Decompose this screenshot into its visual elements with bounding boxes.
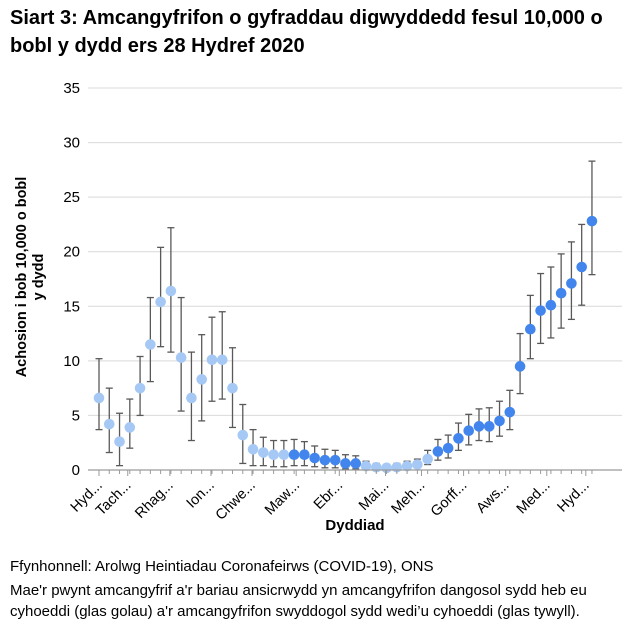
data-layer [93, 160, 598, 474]
x-tick-label: Med... [514, 478, 554, 518]
data-point-unpublished [401, 460, 413, 472]
y-tick-label: 20 [63, 244, 80, 261]
data-point-published [473, 421, 485, 432]
data-point-unpublished [237, 429, 249, 441]
x-axis-title: Dyddiad [325, 517, 384, 534]
y-tick-label: 15 [63, 298, 80, 315]
data-point-unpublished [258, 447, 269, 458]
data-point-published [432, 446, 444, 457]
data-point-unpublished [206, 354, 218, 366]
x-tick-label: Meh... [388, 478, 428, 518]
data-point-published [566, 278, 577, 289]
data-point-published [463, 425, 475, 437]
x-tick-label: Rhag... [132, 478, 176, 522]
y-tick-label: 25 [63, 189, 80, 206]
data-point-published [340, 458, 351, 469]
data-point-published [299, 449, 310, 461]
data-point-unpublished [103, 418, 115, 430]
y-tick-label: 0 [72, 462, 80, 479]
x-tick-label: Mai... [356, 478, 392, 514]
data-point-published [288, 449, 300, 461]
source-line: Ffynhonnell: Arolwg Heintiadau Coronafei… [10, 558, 434, 575]
data-point-published [483, 421, 495, 432]
y-axis-title-line2: y dydd [31, 254, 47, 301]
data-point-unpublished [360, 460, 372, 472]
y-tick-label: 10 [63, 353, 80, 370]
y-tick-label: 30 [63, 135, 80, 152]
data-point-unpublished [134, 382, 146, 394]
data-point-unpublished [114, 436, 125, 447]
note-line: Mae'r pwynt amcangyfrif a'r bariau ansic… [10, 582, 587, 620]
y-axis-title-line1: Achosion i bob 10,000 o bobl [14, 177, 30, 378]
data-point-published [555, 287, 567, 299]
gridlines-layer [88, 87, 622, 416]
data-point-unpublished [155, 296, 166, 308]
data-point-published [535, 305, 546, 316]
data-point-unpublished [124, 422, 136, 433]
data-point-published [319, 454, 331, 466]
data-point-unpublished [278, 449, 290, 461]
y-tick-label: 35 [63, 80, 80, 97]
chart-title: Siart 3: Amcangyfrifon o gyfraddau digwy… [10, 7, 603, 57]
data-point-published [329, 454, 341, 466]
data-point-unpublished [268, 449, 279, 461]
x-tick-label: Gorff... [428, 478, 470, 520]
data-point-unpublished [145, 339, 156, 350]
data-point-unpublished [422, 453, 433, 465]
data-point-published [350, 458, 362, 469]
data-point-published [545, 299, 557, 311]
data-point-published [442, 442, 454, 454]
x-tick-label: Maw... [262, 478, 303, 519]
data-point-published [504, 406, 516, 418]
data-point-published [309, 452, 320, 464]
x-tick-label: Ebr... [311, 478, 346, 513]
data-point-published [586, 215, 598, 227]
data-point-unpublished [186, 392, 197, 404]
data-point-unpublished [412, 459, 423, 470]
data-point-published [514, 361, 526, 372]
data-point-published [453, 433, 464, 444]
data-point-unpublished [227, 382, 238, 394]
data-point-unpublished [196, 374, 207, 385]
x-tick-label: Ion... [184, 478, 218, 512]
x-tick-label: Hyd... [555, 478, 593, 516]
data-point-unpublished [93, 392, 105, 404]
x-tick-label: Chwe... [213, 478, 259, 524]
data-point-unpublished [216, 354, 228, 366]
data-point-unpublished [165, 285, 177, 297]
data-point-published [494, 415, 505, 427]
data-point-unpublished [247, 443, 259, 455]
y-tick-label: 5 [72, 407, 80, 424]
data-point-unpublished [175, 352, 187, 363]
x-tick-label: Aws... [473, 478, 512, 517]
data-point-published [576, 261, 587, 273]
chart-footer: Ffynhonnell: Arolwg Heintiadau Coronafei… [10, 556, 626, 622]
data-point-published [525, 323, 536, 335]
